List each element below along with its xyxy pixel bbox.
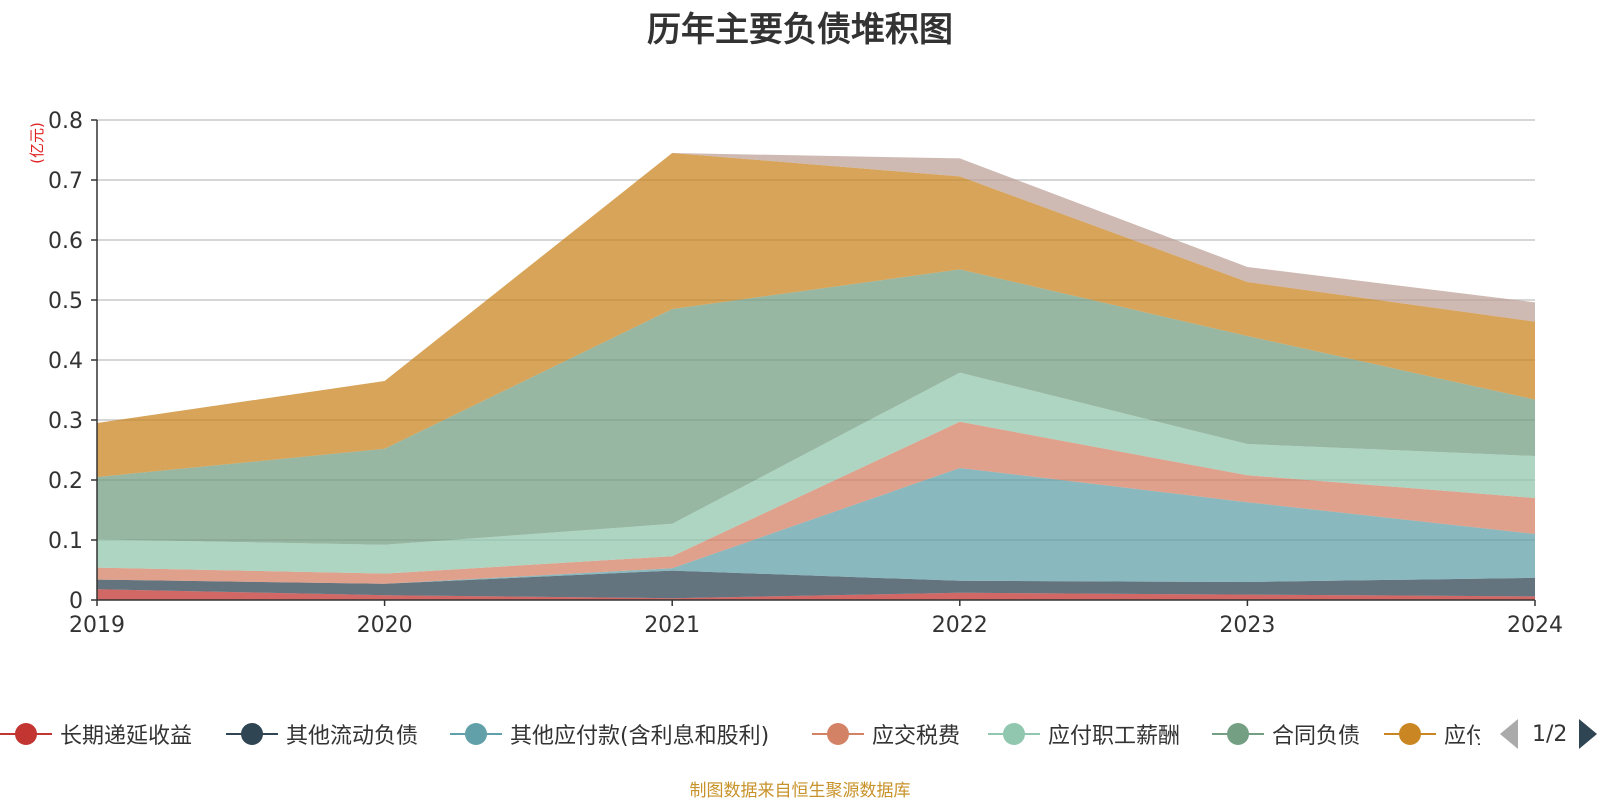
legend-marker-icon (988, 714, 1040, 754)
legend-label: 长期递延收益 (60, 724, 193, 749)
legend-label: 应付 (1444, 724, 1480, 749)
y-tick-label: 0.2 (48, 469, 83, 494)
legend-label: 其他流动负债 (286, 724, 419, 749)
legend-item[interactable]: 其他流动负债 (226, 714, 418, 754)
x-tick-label: 2020 (357, 613, 413, 638)
y-tick-label: 0.1 (48, 529, 83, 554)
legend-marker-icon (226, 714, 278, 754)
legend-label: 合同负债 (1272, 724, 1361, 749)
y-tick-label: 0.8 (48, 109, 83, 134)
y-tick-label: 0.7 (48, 169, 83, 194)
legend-marker-icon (450, 714, 502, 754)
stacked-areas (97, 153, 1535, 600)
x-tick-label: 2019 (69, 613, 125, 638)
legend-marker-icon (812, 714, 864, 754)
y-tick-label: 0.3 (48, 409, 83, 434)
y-tick-label: 0.4 (48, 349, 83, 374)
y-axis-unit-label: (亿元) (28, 122, 46, 164)
legend-prev-page-button[interactable] (1500, 719, 1518, 749)
chart-title: 历年主要负债堆积图 (647, 10, 953, 50)
y-tick-label: 0.6 (48, 229, 83, 254)
area-series-6[interactable] (97, 153, 1535, 477)
area-series-5[interactable] (97, 269, 1535, 545)
legend: 长期递延收益 其他流动负债 其他应付款(含利息和股利) 应交税费 应付职工薪酬 合同负债 应… (0, 714, 1480, 754)
area-series-0[interactable] (97, 589, 1535, 600)
legend-item[interactable]: 其他应付款(含利息和股利) (450, 714, 769, 754)
area-series-2[interactable] (97, 468, 1535, 584)
legend-next-page-button[interactable] (1579, 719, 1598, 749)
legend-label: 应付职工薪酬 (1048, 724, 1181, 749)
legend-marker-icon (0, 714, 52, 754)
x-tick-label: 2023 (1219, 613, 1275, 638)
legend-marker-icon (1384, 714, 1436, 754)
legend-label: 应交税费 (872, 724, 961, 749)
legend-page-indicator: 1/2 (1532, 721, 1568, 747)
y-tick-label: 0.5 (48, 289, 83, 314)
x-tick-label: 2021 (644, 613, 700, 638)
area-series-4[interactable] (97, 372, 1535, 574)
legend-marker-icon (1212, 714, 1264, 754)
x-tick-label: 2022 (932, 613, 988, 638)
legend-label: 其他应付款(含利息和股利) (510, 724, 770, 749)
legend-item[interactable]: 应付职工薪酬 (988, 714, 1180, 754)
source-note: 制图数据来自恒生聚源数据库 (689, 781, 911, 801)
area-series-3[interactable] (97, 421, 1535, 584)
legend-item[interactable]: 合同负债 (1212, 714, 1360, 754)
x-tick-label: 2024 (1507, 613, 1563, 638)
axes: 0 0.1 0.2 0.3 0.4 0.5 0.6 0.7 0.8 2019 2020 2021 202… (48, 109, 1563, 638)
legend-item[interactable]: 长期递延收益 (0, 714, 192, 754)
legend-pager: 1/2 (1500, 716, 1598, 752)
legend-item[interactable]: 应交税费 (812, 714, 960, 754)
y-tick-label: 0 (69, 589, 83, 614)
legend-item[interactable]: 应付 (1384, 714, 1480, 754)
area-series-1[interactable] (97, 570, 1535, 599)
